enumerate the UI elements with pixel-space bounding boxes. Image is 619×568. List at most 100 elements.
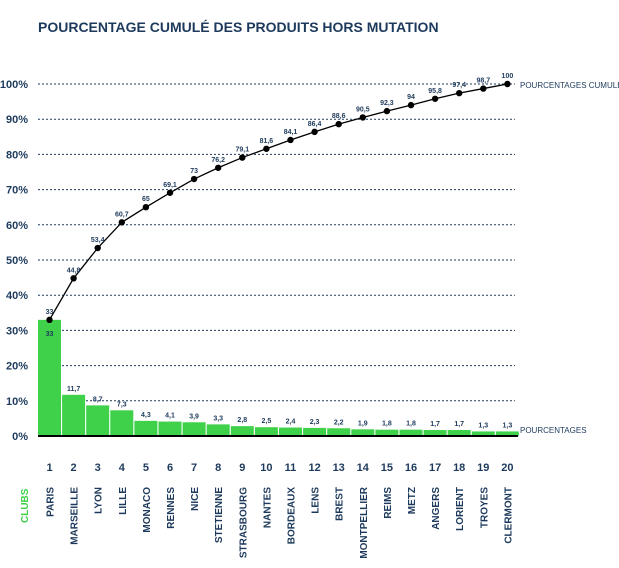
rank-label: 7 (191, 462, 197, 474)
bar-nice (182, 422, 206, 436)
y-tick-label: 100% (0, 79, 28, 91)
rank-label: 10 (260, 462, 272, 474)
cumulative-value-label: 65 (142, 196, 150, 203)
bar-paris (38, 319, 61, 436)
cumulative-point (190, 175, 198, 183)
bar-strasbourg (230, 426, 254, 436)
y-tick-label: 30% (6, 325, 28, 337)
club-label: RENNES (166, 487, 177, 529)
rank-label: 9 (239, 462, 245, 474)
bar-lille (110, 410, 134, 436)
rank-label: 8 (215, 462, 221, 474)
rank-label: 15 (381, 462, 393, 474)
bar-value-label: 2,8 (237, 417, 247, 424)
bar-brest (327, 428, 351, 436)
club-label: BREST (335, 487, 346, 521)
bar-value-label: 2,2 (334, 419, 344, 426)
y-tick-label: 10% (6, 396, 28, 408)
cumulative-value-label: 100 (502, 73, 514, 80)
cumulative-line (48, 83, 508, 321)
club-label: MONACO (142, 487, 153, 533)
bar-marseille (62, 394, 86, 436)
cumulative-point (118, 219, 126, 226)
club-label: TROYES (479, 487, 490, 528)
cumulative-point (480, 85, 487, 92)
y-tick-label: 60% (6, 220, 28, 232)
club-label: NANTES (262, 487, 273, 528)
cumulative-value-label: 81,6 (260, 138, 274, 145)
bar-series-label: POURCENTAGES (520, 426, 587, 435)
bar-value-label: 1,7 (454, 421, 464, 428)
bar-value-label: 1,8 (382, 421, 392, 428)
cumulative-point (70, 275, 77, 282)
club-label: BORDEAUX (287, 487, 298, 545)
bar-clermont (495, 431, 519, 436)
rank-label: 3 (95, 462, 101, 474)
bar-value-label: 1,3 (503, 422, 513, 429)
cumulative-point (359, 114, 366, 121)
cumulative-point (456, 89, 463, 97)
rank-label: 18 (453, 462, 465, 474)
cumulative-point (335, 120, 342, 128)
y-tick-label: 0% (12, 431, 28, 443)
line-series-label: POURCENTAGES CUMULÉS (520, 81, 619, 90)
cumulative-value-label: 92,3 (380, 100, 394, 107)
cumulative-value-label: 86,4 (308, 121, 322, 128)
cumulative-value-label: 97,4 (452, 82, 466, 89)
club-label: MARSEILLE (70, 487, 81, 545)
cumulative-value-label: 76,2 (211, 157, 225, 164)
y-tick-label: 70% (6, 185, 28, 197)
cumulative-point (166, 189, 174, 196)
y-tick-label: 90% (6, 114, 28, 126)
rank-label: 17 (429, 462, 441, 474)
cumulative-value-label: 79,1 (235, 147, 249, 154)
cumulative-point (311, 128, 318, 136)
y-tick-label: 20% (6, 361, 28, 373)
club-label: REIMS (383, 487, 394, 519)
bar-value-label: 2,4 (286, 419, 296, 426)
club-label: PARIS (46, 487, 57, 517)
club-label: STETIENNE (214, 487, 225, 543)
cumulative-value-label: 69,1 (163, 182, 177, 189)
x-axis-label: CLUBS (20, 488, 31, 523)
rank-label: 11 (285, 462, 297, 474)
cumulative-value-label: 88,6 (332, 113, 346, 120)
rank-label: 1 (46, 462, 52, 474)
cumulative-value-label: 53,4 (91, 237, 105, 244)
bar-nantes (254, 427, 278, 436)
club-label: LORIENT (455, 487, 466, 531)
bar-metz (399, 429, 423, 436)
bar-rennes (158, 421, 182, 436)
cumulative-point (46, 316, 53, 324)
bar-monaco (134, 420, 158, 436)
club-label: LYON (94, 487, 105, 514)
bar-lyon (86, 405, 110, 436)
rank-label: 4 (119, 462, 126, 474)
club-label: METZ (407, 487, 418, 514)
cumulative-value-label: 73 (190, 168, 198, 175)
bar-value-label: 1,3 (478, 422, 488, 429)
bar-lens (303, 427, 327, 436)
cumulative-value-label: 60,7 (115, 211, 129, 218)
rank-label: 12 (308, 462, 320, 474)
cumulative-value-label: 94 (407, 94, 415, 101)
club-label: CLERMONT (503, 487, 514, 544)
rank-label: 5 (143, 462, 149, 474)
bar-value-label: 3,9 (189, 413, 199, 420)
cumulative-value-label: 98,7 (476, 78, 490, 85)
cumulative-value-label: 33 (46, 309, 54, 316)
cumulative-point (215, 164, 222, 171)
cumulative-point (94, 244, 101, 252)
bar-value-label: 3,3 (213, 415, 223, 422)
bar-value-label: 1,8 (406, 421, 416, 428)
club-label: ANGERS (431, 487, 442, 530)
rank-label: 20 (501, 462, 513, 474)
cumulative-point (287, 136, 294, 144)
cumulative-point (263, 145, 270, 152)
bar-value-label: 33 (46, 331, 54, 338)
bar-lorient (447, 430, 471, 436)
club-label: STRASBOURG (238, 487, 249, 558)
bar-bordeaux (279, 427, 302, 436)
cumulative-point (383, 107, 391, 115)
